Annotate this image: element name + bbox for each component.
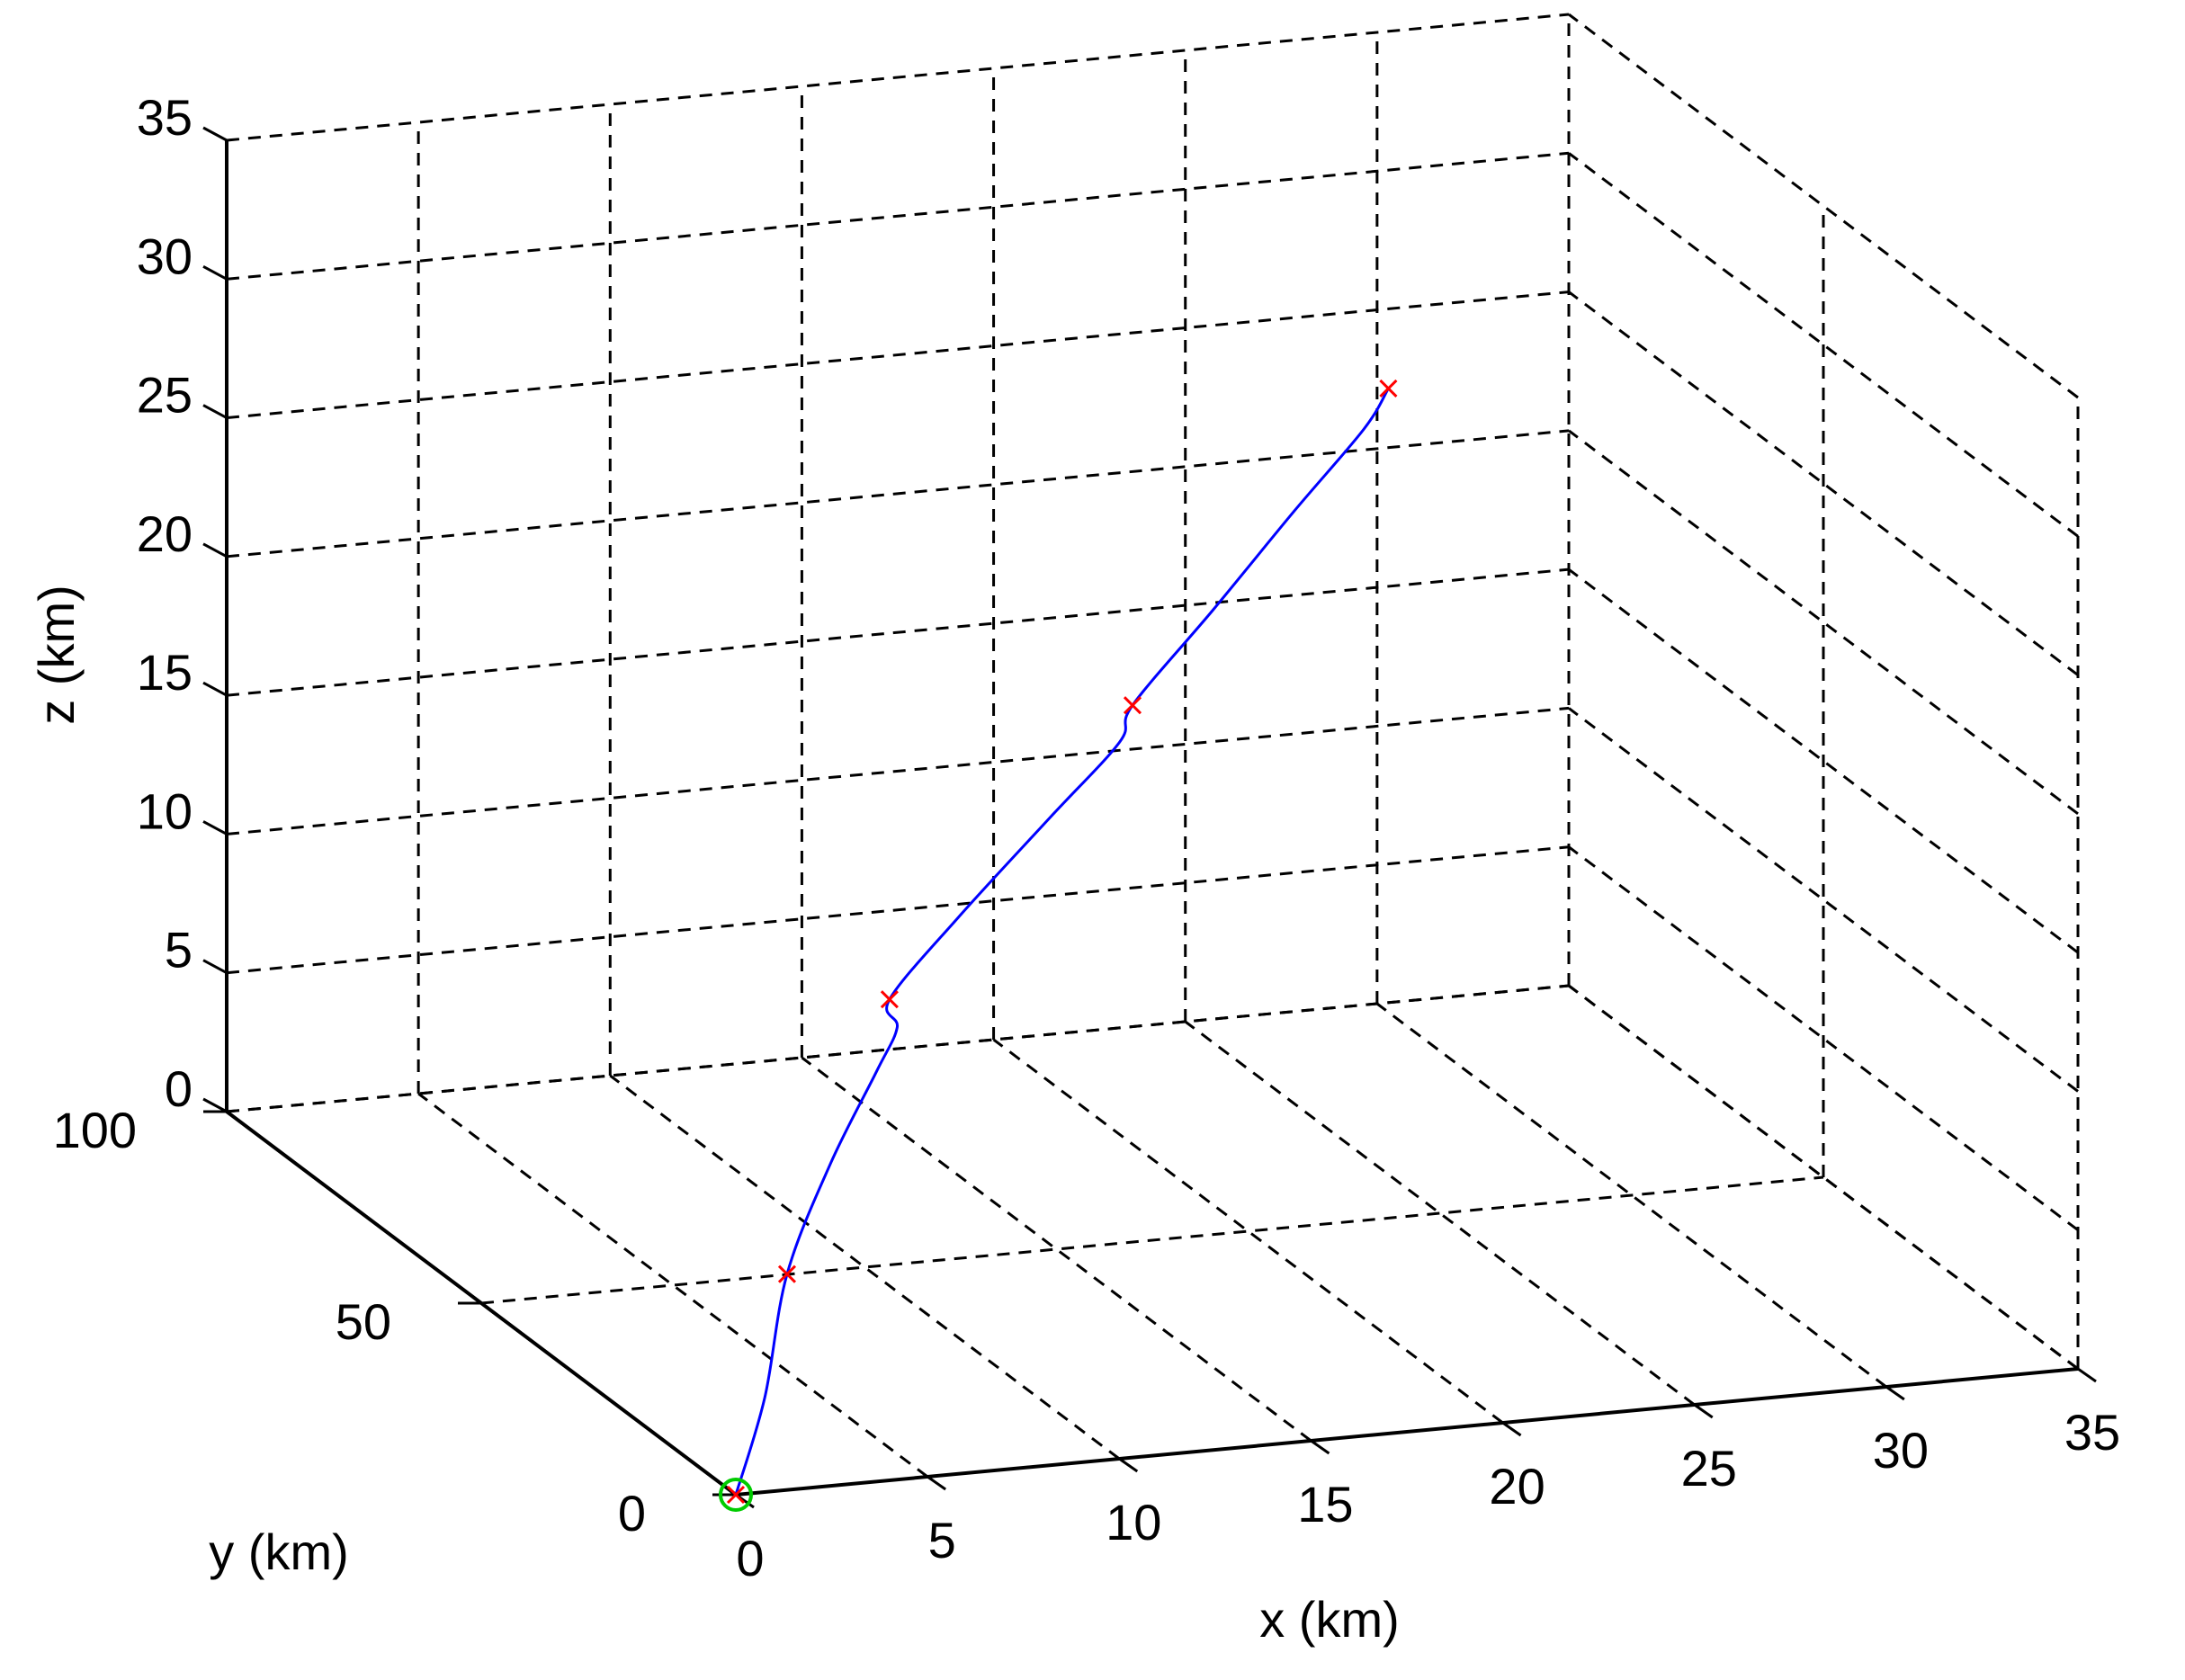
grid-line-back-z bbox=[226, 13, 1570, 142]
x-tick-mark bbox=[927, 1475, 947, 1491]
x-tick-mark bbox=[1693, 1403, 1714, 1419]
grid-layer bbox=[225, 13, 2080, 1497]
y-tick-label: 50 bbox=[336, 1293, 391, 1350]
z-axis-label: z (km) bbox=[28, 585, 85, 725]
x-tick-label: 10 bbox=[1106, 1494, 1161, 1550]
waypoint-marker bbox=[1379, 379, 1398, 398]
z-tick-mark bbox=[202, 1097, 228, 1113]
y-tick-label: 100 bbox=[53, 1102, 137, 1158]
grid-line-floor-x bbox=[992, 1038, 1504, 1425]
z-tick-label: 30 bbox=[137, 228, 193, 284]
z-tick-mark bbox=[202, 959, 228, 975]
y-axis-label: y (km) bbox=[209, 1524, 349, 1580]
z-tick-mark bbox=[202, 264, 228, 281]
x-tick-label: 5 bbox=[928, 1512, 956, 1568]
trajectory-series bbox=[719, 379, 1398, 1512]
z-tick-mark bbox=[202, 542, 228, 559]
x-tick-mark bbox=[1118, 1457, 1139, 1473]
waypoint-marker-stroke bbox=[1379, 379, 1398, 398]
x-tick-label: 20 bbox=[1489, 1458, 1545, 1515]
z-tick-label: 10 bbox=[137, 782, 193, 839]
x-tick-mark bbox=[1310, 1439, 1330, 1455]
grid-line-back-z bbox=[226, 290, 1570, 420]
z-tick-label: 35 bbox=[137, 89, 193, 146]
x-tick-label: 0 bbox=[736, 1530, 764, 1586]
waypoint-marker bbox=[880, 990, 899, 1009]
x-axis-label: x (km) bbox=[1259, 1591, 1400, 1648]
axes-layer bbox=[202, 126, 2097, 1509]
grid-line-back-z bbox=[226, 151, 1570, 281]
waypoint-marker bbox=[1123, 696, 1142, 715]
waypoint-marker-stroke bbox=[777, 1264, 797, 1283]
z-tick-label: 0 bbox=[165, 1060, 193, 1117]
x-axis-line bbox=[735, 1367, 2079, 1497]
waypoint-marker-stroke bbox=[880, 990, 899, 1009]
x-tick-label: 35 bbox=[2064, 1404, 2120, 1461]
z-tick-mark bbox=[202, 681, 228, 697]
z-tick-label: 25 bbox=[137, 367, 193, 424]
z-tick-label: 15 bbox=[137, 644, 193, 701]
z-tick-mark bbox=[202, 820, 228, 836]
waypoint-marker bbox=[726, 1485, 746, 1505]
z-tick-mark bbox=[202, 404, 228, 419]
start-marker bbox=[719, 1478, 753, 1512]
grid-line-back-z bbox=[226, 706, 1570, 836]
grid-line-floor-x bbox=[801, 1056, 1312, 1443]
waypoint-marker-stroke bbox=[726, 1485, 746, 1505]
grid-line-floor-y bbox=[480, 1175, 1824, 1305]
x-tick-label: 30 bbox=[1873, 1422, 1929, 1479]
grid-line-floor-y bbox=[226, 984, 1570, 1113]
waypoint-marker-stroke bbox=[1123, 696, 1142, 715]
x-tick-mark bbox=[1885, 1385, 1905, 1401]
z-tick-label: 20 bbox=[137, 505, 193, 562]
x-tick-label: 25 bbox=[1681, 1440, 1737, 1497]
x-tick-mark bbox=[2077, 1367, 2097, 1383]
trajectory-line bbox=[734, 388, 1390, 1496]
tick-labels: 0 5 10 15 20 25 30 35 0 50 100 0 5 10 15 20 25 30 35 bbox=[53, 89, 2121, 1586]
y-tick-label: 0 bbox=[618, 1485, 646, 1541]
grid-line-back-z bbox=[226, 429, 1570, 559]
grid-line-back-z bbox=[226, 845, 1570, 975]
x-tick-label: 15 bbox=[1297, 1476, 1353, 1533]
z-tick-label: 5 bbox=[165, 922, 193, 979]
waypoint-marker bbox=[777, 1264, 797, 1283]
x-tick-mark bbox=[1501, 1421, 1522, 1437]
grid-line-back-z bbox=[226, 567, 1570, 697]
z-tick-mark bbox=[202, 126, 228, 142]
